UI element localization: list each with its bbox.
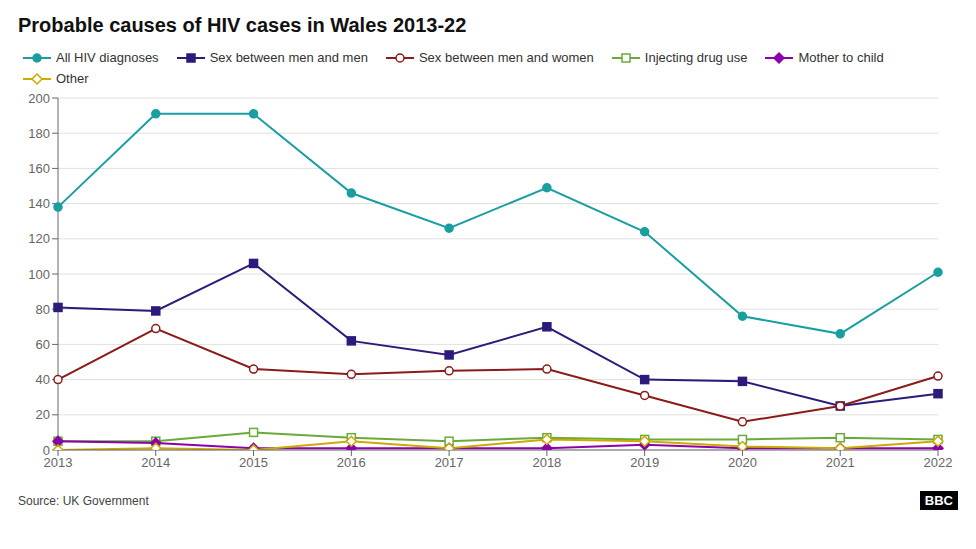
html-text:Sex between men and women: Sex between men and women bbox=[418, 50, 594, 65]
svg-text:140: 140 bbox=[28, 196, 50, 211]
svg-text:60: 60 bbox=[36, 337, 50, 352]
svg-text:2013: 2013 bbox=[43, 455, 73, 471]
svg-text:2020: 2020 bbox=[728, 455, 757, 470]
svg-text:180: 180 bbox=[28, 126, 50, 141]
svg-text:2019: 2019 bbox=[630, 455, 659, 470]
svg-text:2018: 2018 bbox=[532, 455, 561, 470]
html-text:Sex between men and men: Sex between men and men bbox=[209, 50, 368, 65]
svg-text:0: 0 bbox=[43, 443, 50, 458]
svg-text:2017: 2017 bbox=[435, 455, 464, 470]
html-text:Mother to child: Mother to child bbox=[798, 50, 884, 65]
svg-text:2014: 2014 bbox=[141, 455, 170, 470]
svg-text:120: 120 bbox=[28, 231, 50, 246]
html-text:Other: Other bbox=[56, 71, 89, 86]
svg-text:2022: 2022 bbox=[924, 455, 953, 470]
svg-text:160: 160 bbox=[28, 161, 50, 176]
html-text:Injecting drug use: Injecting drug use bbox=[644, 50, 748, 65]
svg-text:2016: 2016 bbox=[337, 455, 366, 470]
svg-text:80: 80 bbox=[36, 302, 50, 317]
svg-text:100: 100 bbox=[28, 267, 50, 282]
html-text:BBC: BBC bbox=[924, 493, 953, 508]
html-text:Source: UK Government: Source: UK Government bbox=[18, 493, 149, 508]
svg-text:200: 200 bbox=[28, 91, 50, 106]
svg-text:2015: 2015 bbox=[239, 455, 268, 470]
svg-text:2021: 2021 bbox=[826, 455, 855, 470]
svg-text:40: 40 bbox=[36, 372, 50, 387]
html-text:All HIV diagnoses: All HIV diagnoses bbox=[56, 50, 159, 65]
svg-text:20: 20 bbox=[36, 407, 50, 422]
html-text:Probable causes of HIV cases i: Probable causes of HIV cases in Wales 20… bbox=[18, 14, 467, 36]
